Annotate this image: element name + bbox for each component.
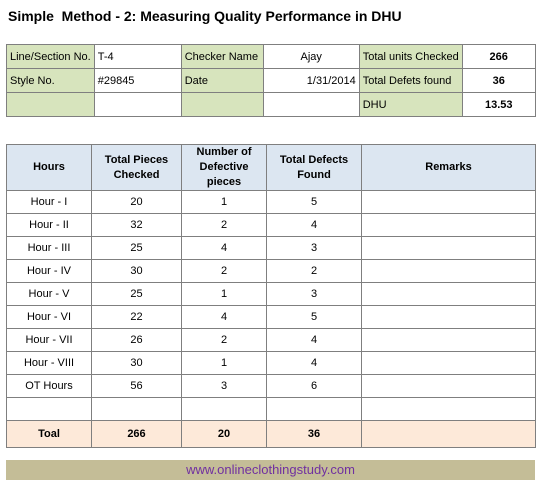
hour-cell[interactable]: Hour - V (6, 282, 92, 306)
col-header-total-defects: Total Defects Found (266, 144, 362, 191)
hour-cell[interactable]: Hour - VII (6, 328, 92, 352)
total-remarks[interactable] (361, 420, 536, 448)
total-defects[interactable]: 36 (266, 420, 362, 448)
pieces-cell[interactable]: 32 (91, 213, 182, 237)
defects-cell[interactable]: 4 (266, 328, 362, 352)
style-label: Style No. (6, 68, 95, 93)
empty-cell[interactable] (180, 92, 264, 117)
empty-cell[interactable] (6, 92, 95, 117)
remarks-cell[interactable] (361, 328, 536, 352)
col-header-total-pieces: Total Pieces Checked (91, 144, 182, 191)
empty-cell[interactable] (262, 92, 360, 117)
checker-value[interactable]: Ajay (262, 44, 360, 69)
pieces-cell[interactable] (91, 397, 182, 421)
defects-cell[interactable]: 5 (266, 190, 362, 214)
col-header-hours: Hours (6, 144, 92, 191)
table-row (6, 397, 536, 421)
total-units-value[interactable]: 266 (461, 44, 536, 69)
remarks-cell[interactable] (361, 259, 536, 283)
defective-cell[interactable]: 3 (181, 374, 267, 398)
table-row: Hour - I 20 1 5 (6, 190, 536, 214)
remarks-cell[interactable] (361, 236, 536, 260)
remarks-cell[interactable] (361, 213, 536, 237)
defective-cell[interactable] (181, 397, 267, 421)
hour-cell[interactable]: Hour - III (6, 236, 92, 260)
table-row: Hour - VI 22 4 5 (6, 305, 536, 329)
table-row: Hour - IV 30 2 2 (6, 259, 536, 283)
header-row: Hours Total Pieces Checked Number of Def… (6, 144, 536, 191)
remarks-cell[interactable] (361, 282, 536, 306)
date-value[interactable]: 1/31/2014 (262, 68, 360, 93)
pieces-cell[interactable]: 30 (91, 259, 182, 283)
remarks-cell[interactable] (361, 190, 536, 214)
defective-cell[interactable]: 2 (181, 328, 267, 352)
pieces-cell[interactable]: 25 (91, 236, 182, 260)
defective-cell[interactable]: 1 (181, 190, 267, 214)
pieces-cell[interactable]: 20 (91, 190, 182, 214)
info-row-2: Style No. #29845 Date 1/31/2014 Total De… (6, 68, 536, 93)
hour-cell[interactable]: OT Hours (6, 374, 92, 398)
dhu-label: DHU (358, 92, 463, 117)
dhu-value[interactable]: 13.53 (461, 92, 536, 117)
hour-cell[interactable]: Hour - IV (6, 259, 92, 283)
hour-cell[interactable] (6, 397, 92, 421)
defects-cell[interactable]: 3 (266, 236, 362, 260)
style-value[interactable]: #29845 (93, 68, 182, 93)
pieces-cell[interactable]: 25 (91, 282, 182, 306)
defects-cell[interactable] (266, 397, 362, 421)
hourly-defects-table: Hours Total Pieces Checked Number of Def… (6, 144, 536, 448)
table-row: OT Hours 56 3 6 (6, 374, 536, 398)
total-label: Toal (6, 420, 92, 448)
checker-label: Checker Name (180, 44, 264, 69)
defective-cell[interactable]: 4 (181, 236, 267, 260)
remarks-cell[interactable] (361, 305, 536, 329)
defective-cell[interactable]: 2 (181, 213, 267, 237)
remarks-cell[interactable] (361, 397, 536, 421)
website-footer[interactable]: www.onlineclothingstudy.com (6, 460, 535, 480)
total-pieces[interactable]: 266 (91, 420, 182, 448)
website-link[interactable]: www.onlineclothingstudy.com (186, 462, 355, 477)
defects-cell[interactable]: 3 (266, 282, 362, 306)
remarks-cell[interactable] (361, 374, 536, 398)
defective-cell[interactable]: 1 (181, 351, 267, 375)
hour-cell[interactable]: Hour - VIII (6, 351, 92, 375)
hour-cell[interactable]: Hour - II (6, 213, 92, 237)
table-row: Hour - VIII 30 1 4 (6, 351, 536, 375)
date-label: Date (180, 68, 264, 93)
line-value[interactable]: T-4 (93, 44, 182, 69)
table-row: Hour - V 25 1 3 (6, 282, 536, 306)
empty-cell[interactable] (93, 92, 182, 117)
line-label: Line/Section No. (6, 44, 95, 69)
total-defects-label: Total Defets found (358, 68, 463, 93)
total-defects-value[interactable]: 36 (461, 68, 536, 93)
defects-cell[interactable]: 2 (266, 259, 362, 283)
pieces-cell[interactable]: 22 (91, 305, 182, 329)
page-title: Simple Method - 2: Measuring Quality Per… (8, 8, 402, 24)
hour-cell[interactable]: Hour - VI (6, 305, 92, 329)
info-row-3: DHU 13.53 (6, 92, 536, 117)
defects-cell[interactable]: 5 (266, 305, 362, 329)
defective-cell[interactable]: 2 (181, 259, 267, 283)
defects-cell[interactable]: 4 (266, 213, 362, 237)
info-row-1: Line/Section No. T-4 Checker Name Ajay T… (6, 44, 536, 69)
remarks-cell[interactable] (361, 351, 536, 375)
table-row: Hour - VII 26 2 4 (6, 328, 536, 352)
pieces-cell[interactable]: 56 (91, 374, 182, 398)
total-units-label: Total units Checked (358, 44, 463, 69)
table-row: Hour - II 32 2 4 (6, 213, 536, 237)
defects-cell[interactable]: 6 (266, 374, 362, 398)
defective-cell[interactable]: 4 (181, 305, 267, 329)
col-header-remarks: Remarks (361, 144, 536, 191)
hour-cell[interactable]: Hour - I (6, 190, 92, 214)
total-defective[interactable]: 20 (181, 420, 267, 448)
col-header-defective-pieces: Number of Defective pieces (181, 144, 267, 191)
defective-cell[interactable]: 1 (181, 282, 267, 306)
defects-cell[interactable]: 4 (266, 351, 362, 375)
pieces-cell[interactable]: 30 (91, 351, 182, 375)
table-row: Hour - III 25 4 3 (6, 236, 536, 260)
info-table: Line/Section No. T-4 Checker Name Ajay T… (6, 44, 536, 117)
pieces-cell[interactable]: 26 (91, 328, 182, 352)
total-row: Toal 266 20 36 (6, 420, 536, 448)
